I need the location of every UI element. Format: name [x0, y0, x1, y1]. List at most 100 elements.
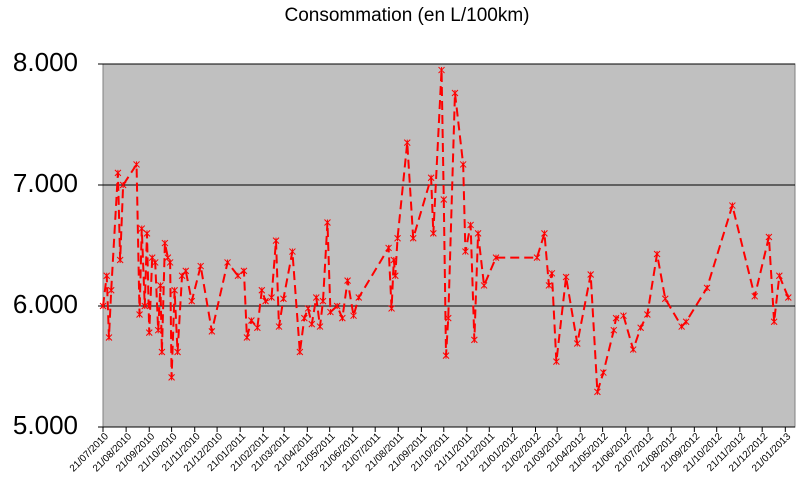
marker	[319, 297, 327, 305]
marker	[168, 374, 175, 381]
marker	[268, 294, 275, 301]
marker	[254, 324, 261, 332]
marker	[280, 295, 287, 303]
plot-area	[102, 63, 796, 428]
marker	[143, 230, 151, 237]
marker	[324, 219, 331, 226]
marker	[620, 312, 627, 320]
marker	[344, 277, 351, 284]
marker	[388, 305, 395, 312]
y-tick-label: 7.000	[13, 168, 78, 198]
marker	[661, 295, 669, 303]
marker	[541, 230, 548, 237]
marker	[174, 348, 181, 356]
marker	[637, 324, 644, 332]
marker	[300, 314, 308, 322]
marker	[350, 312, 357, 320]
marker	[158, 348, 166, 356]
marker	[182, 267, 190, 275]
marker	[394, 234, 401, 242]
marker	[208, 328, 216, 335]
marker	[272, 237, 280, 245]
marker	[653, 250, 661, 258]
marker	[459, 161, 467, 168]
marker	[775, 272, 783, 280]
marker	[138, 225, 146, 232]
marker	[442, 352, 450, 359]
data-line	[102, 69, 790, 393]
marker	[188, 297, 196, 305]
marker	[751, 292, 759, 300]
marker	[258, 286, 266, 294]
chart-title: Consommation (en L/100km)	[285, 5, 530, 26]
marker	[166, 259, 174, 266]
marker	[107, 286, 115, 294]
marker	[480, 282, 488, 289]
marker	[438, 66, 445, 74]
marker	[409, 234, 417, 242]
marker	[141, 302, 149, 310]
marker	[154, 326, 162, 334]
marker	[197, 262, 205, 270]
marker	[234, 272, 242, 280]
marker	[296, 348, 304, 356]
marker	[333, 302, 341, 310]
marker	[765, 233, 773, 241]
marker	[243, 334, 251, 341]
marker	[587, 271, 595, 278]
marker	[562, 273, 570, 281]
marker	[545, 282, 553, 289]
marker	[548, 269, 556, 277]
y-tick-label: 8.000	[13, 47, 78, 77]
marker	[784, 294, 792, 301]
marker	[629, 346, 637, 353]
marker	[145, 329, 153, 336]
marker	[224, 259, 231, 266]
marker	[440, 196, 448, 203]
marker	[573, 340, 581, 347]
marker	[304, 305, 312, 312]
marker	[770, 318, 778, 326]
marker	[444, 314, 452, 322]
marker	[451, 89, 459, 97]
marker	[391, 272, 399, 280]
marker	[612, 314, 620, 322]
marker	[474, 230, 482, 237]
marker	[308, 320, 316, 328]
marker	[643, 311, 651, 318]
marker	[275, 323, 283, 330]
marker	[385, 244, 392, 252]
marker	[136, 311, 143, 318]
marker	[703, 284, 711, 292]
marker	[105, 334, 113, 341]
marker	[151, 259, 159, 266]
marker	[316, 323, 324, 330]
marker	[114, 169, 122, 177]
marker	[533, 254, 541, 261]
marker	[429, 230, 437, 237]
marker	[262, 297, 269, 305]
marker	[178, 272, 186, 280]
marker	[116, 256, 124, 264]
marker	[99, 302, 107, 310]
marker	[403, 139, 411, 147]
marker	[682, 318, 690, 326]
marker	[492, 254, 500, 261]
marker	[339, 314, 346, 322]
marker	[327, 308, 334, 316]
marker	[133, 161, 140, 168]
y-tick-label: 5.000	[13, 410, 78, 440]
marker	[289, 248, 296, 255]
marker	[103, 272, 111, 280]
marker	[600, 369, 607, 376]
marker	[161, 239, 169, 247]
marker	[355, 294, 363, 301]
marker	[462, 248, 469, 255]
marker	[312, 294, 320, 301]
y-tick-label: 6.000	[13, 289, 78, 319]
marker	[729, 202, 736, 209]
marker	[467, 221, 474, 229]
marker	[553, 358, 560, 366]
marker	[470, 336, 478, 344]
